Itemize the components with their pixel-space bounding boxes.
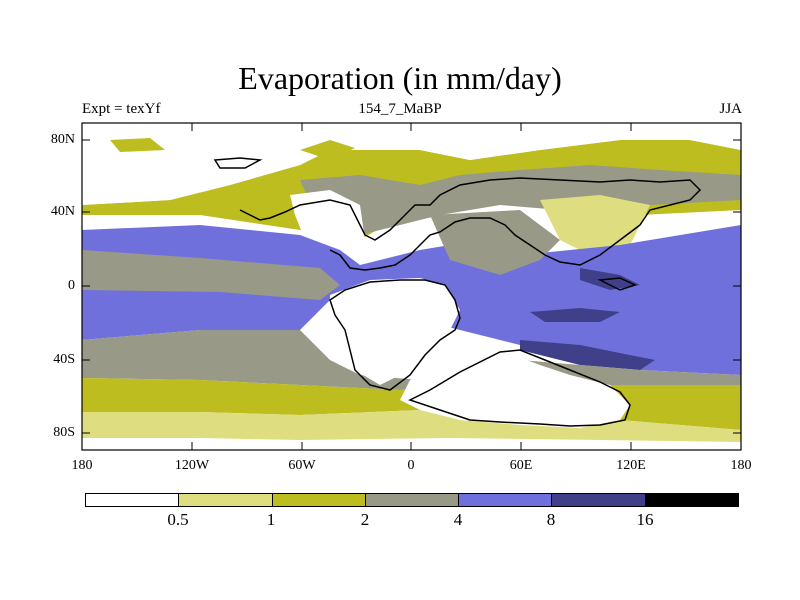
dark-blue-patch-a [530, 308, 620, 322]
land-outline-south [408, 349, 631, 427]
colorbar-swatch-3 [272, 494, 366, 506]
colorbar-swatch-6 [552, 494, 646, 506]
colorbar-swatch-7 [645, 494, 738, 506]
colorbar-label-8: 8 [546, 510, 556, 529]
lon-label-60e: 60E [509, 458, 533, 473]
north-grey-zone [300, 165, 741, 235]
colorbar-label-1: 1 [266, 510, 276, 529]
lat-label-40n: 40N [50, 204, 75, 219]
axis-ticks [82, 123, 741, 450]
south-grey-band [82, 330, 741, 390]
continent-outlines [213, 157, 702, 427]
experiment-label: Expt = texYf [82, 101, 161, 117]
north-white-patch [290, 190, 365, 250]
colorbar-label-4: 4 [453, 510, 463, 529]
land-outline-north [239, 177, 702, 271]
lon-label-60w: 60W [288, 458, 316, 473]
colorbar-swatch-4 [365, 494, 460, 506]
map-field [82, 123, 741, 450]
map-title: Evaporation (in mm/day) [238, 60, 562, 96]
lat-label-80s: 80S [53, 425, 75, 440]
north-cap-white [82, 123, 741, 205]
season-label: JJA [719, 101, 742, 117]
colorbar-swatch-2 [179, 494, 273, 506]
lon-label-120w: 120W [174, 458, 210, 473]
island-outline-north [213, 157, 263, 169]
island-outline-east [597, 277, 638, 291]
lon-label-180e: 180 [730, 458, 752, 473]
northern-island-left [110, 138, 165, 152]
colorbar-label-0-5: 0.5 [167, 510, 189, 529]
lon-label-0: 0 [407, 458, 415, 473]
colorbar-label-2: 2 [360, 510, 370, 529]
colorbar-label-16: 16 [636, 510, 654, 529]
colorbar [85, 493, 739, 507]
south-white-landmass [400, 350, 630, 428]
lon-label-120e: 120E [616, 458, 646, 473]
run-label: 154_7_MaBP [358, 101, 442, 117]
dark-blue-patch-b [520, 340, 655, 370]
northern-island-center [300, 140, 355, 160]
colorbar-swatch-5 [459, 494, 553, 506]
tropical-grey-tongue [82, 250, 340, 300]
colorbar-swatch-1 [86, 494, 180, 506]
lat-label-80n: 80N [50, 132, 75, 147]
north-pale-patch [540, 195, 650, 255]
east-grey-block [430, 210, 560, 275]
land-outline-africa [329, 279, 461, 391]
lat-label-0: 0 [68, 278, 75, 293]
lat-label-40s: 40S [53, 352, 75, 367]
central-white-land [330, 278, 460, 385]
lon-label-180w: 180 [71, 458, 93, 473]
